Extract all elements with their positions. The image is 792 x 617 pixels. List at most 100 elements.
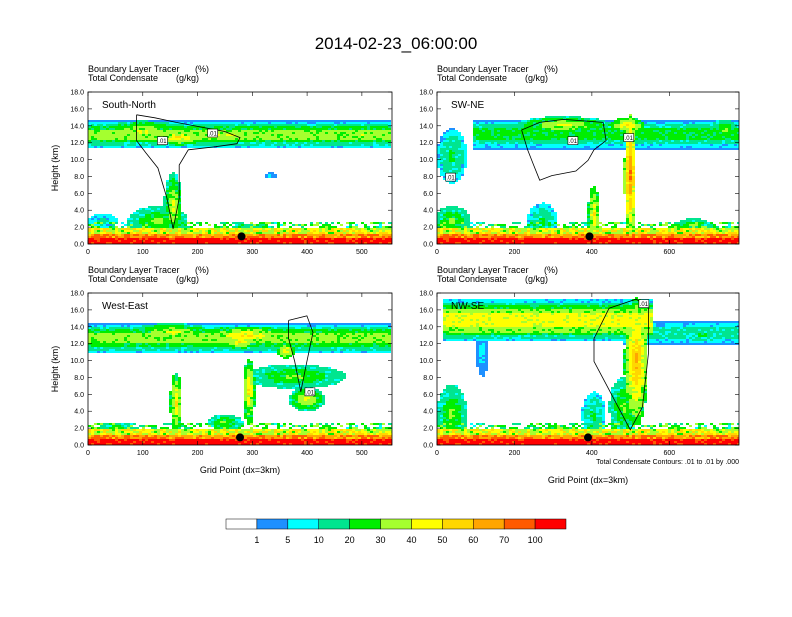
heat-cell (133, 128, 136, 130)
heat-cell (554, 140, 557, 142)
heat-cell (473, 134, 476, 136)
heat-cell (566, 122, 569, 124)
heat-cell (247, 146, 250, 148)
heat-cell (352, 140, 355, 142)
heat-cell (539, 148, 542, 150)
heat-cell (587, 136, 590, 138)
heat-cell (379, 232, 382, 234)
heat-cell (172, 194, 175, 196)
heat-cell (130, 216, 133, 218)
heat-cell (566, 116, 569, 118)
heat-cell (452, 162, 455, 164)
heat-cell (599, 230, 602, 232)
heat-cell (172, 212, 175, 214)
heat-cell (608, 234, 611, 236)
heat-cell (151, 224, 154, 226)
heat-cell (446, 216, 449, 218)
heat-cell (650, 142, 653, 144)
heat-cell (325, 142, 328, 144)
heat-cell (542, 210, 545, 212)
heat-cell (629, 204, 632, 206)
heat-cell (376, 230, 379, 232)
heat-cell (262, 138, 265, 140)
heat-cell (109, 228, 112, 230)
heat-cell (280, 124, 283, 126)
heat-cell (313, 136, 316, 138)
heat-cell (265, 226, 268, 228)
heat-cell (214, 228, 217, 230)
heat-cell (608, 142, 611, 144)
heat-cell (512, 138, 515, 140)
heat-cell (458, 160, 461, 162)
heat-cell (626, 182, 629, 184)
heat-cell (566, 148, 569, 150)
y-tick-label: 8.0 (74, 174, 84, 181)
heat-cell (382, 144, 385, 146)
heat-cell (449, 220, 452, 222)
heat-cell (521, 236, 524, 238)
heat-cell (169, 198, 172, 200)
heat-cell (280, 236, 283, 238)
heat-cell (226, 228, 229, 230)
heat-cell (313, 126, 316, 128)
heat-cell (148, 216, 151, 218)
heat-cell (376, 240, 379, 242)
heat-cell (620, 120, 623, 122)
heat-cell (551, 232, 554, 234)
heat-cell (283, 140, 286, 142)
heat-cell (388, 140, 391, 142)
heat-cell (641, 128, 644, 130)
heat-cell (157, 216, 160, 218)
heat-cell (250, 236, 253, 238)
heat-cell (223, 146, 226, 148)
heat-cell (572, 132, 575, 134)
heat-cell (542, 134, 545, 136)
heat-cell (166, 180, 169, 182)
heat-cell (373, 142, 376, 144)
heat-cell (644, 230, 647, 232)
heat-cell (178, 234, 181, 236)
heat-cell (268, 234, 271, 236)
heat-cell (506, 232, 509, 234)
heat-cell (626, 162, 629, 164)
heat-cell (518, 142, 521, 144)
heat-cell (286, 228, 289, 230)
heat-cell (139, 222, 142, 224)
heat-cell (587, 146, 590, 148)
heat-cell (506, 236, 509, 238)
heat-cell (103, 124, 106, 126)
heat-cell (388, 132, 391, 134)
heat-cell (581, 230, 584, 232)
heat-cell (533, 226, 536, 228)
heat-cell (593, 130, 596, 132)
heat-cell (626, 218, 629, 220)
heat-cell (617, 238, 620, 240)
heat-cell (247, 140, 250, 142)
heat-cell (298, 234, 301, 236)
heat-cell (331, 128, 334, 130)
heat-cell (175, 120, 178, 122)
heat-cell (446, 152, 449, 154)
heat-cell (632, 148, 635, 150)
heat-cell (310, 138, 313, 140)
heat-cell (539, 230, 542, 232)
heat-cell (271, 130, 274, 132)
heat-cell (503, 126, 506, 128)
heat-cell (97, 138, 100, 140)
heat-cell (563, 224, 566, 226)
heat-cell (352, 120, 355, 122)
heat-cell (364, 134, 367, 136)
heat-cell (304, 144, 307, 146)
heat-cell (593, 142, 596, 144)
heat-cell (307, 124, 310, 126)
heat-cell (340, 140, 343, 142)
heat-cell (587, 148, 590, 150)
heat-cell (103, 214, 106, 216)
heat-cell (443, 170, 446, 172)
heat-cell (566, 126, 569, 128)
heat-cell (512, 232, 515, 234)
heat-cell (527, 128, 530, 130)
heat-cell (97, 146, 100, 148)
heat-cell (641, 126, 644, 128)
heat-cell (199, 146, 202, 148)
